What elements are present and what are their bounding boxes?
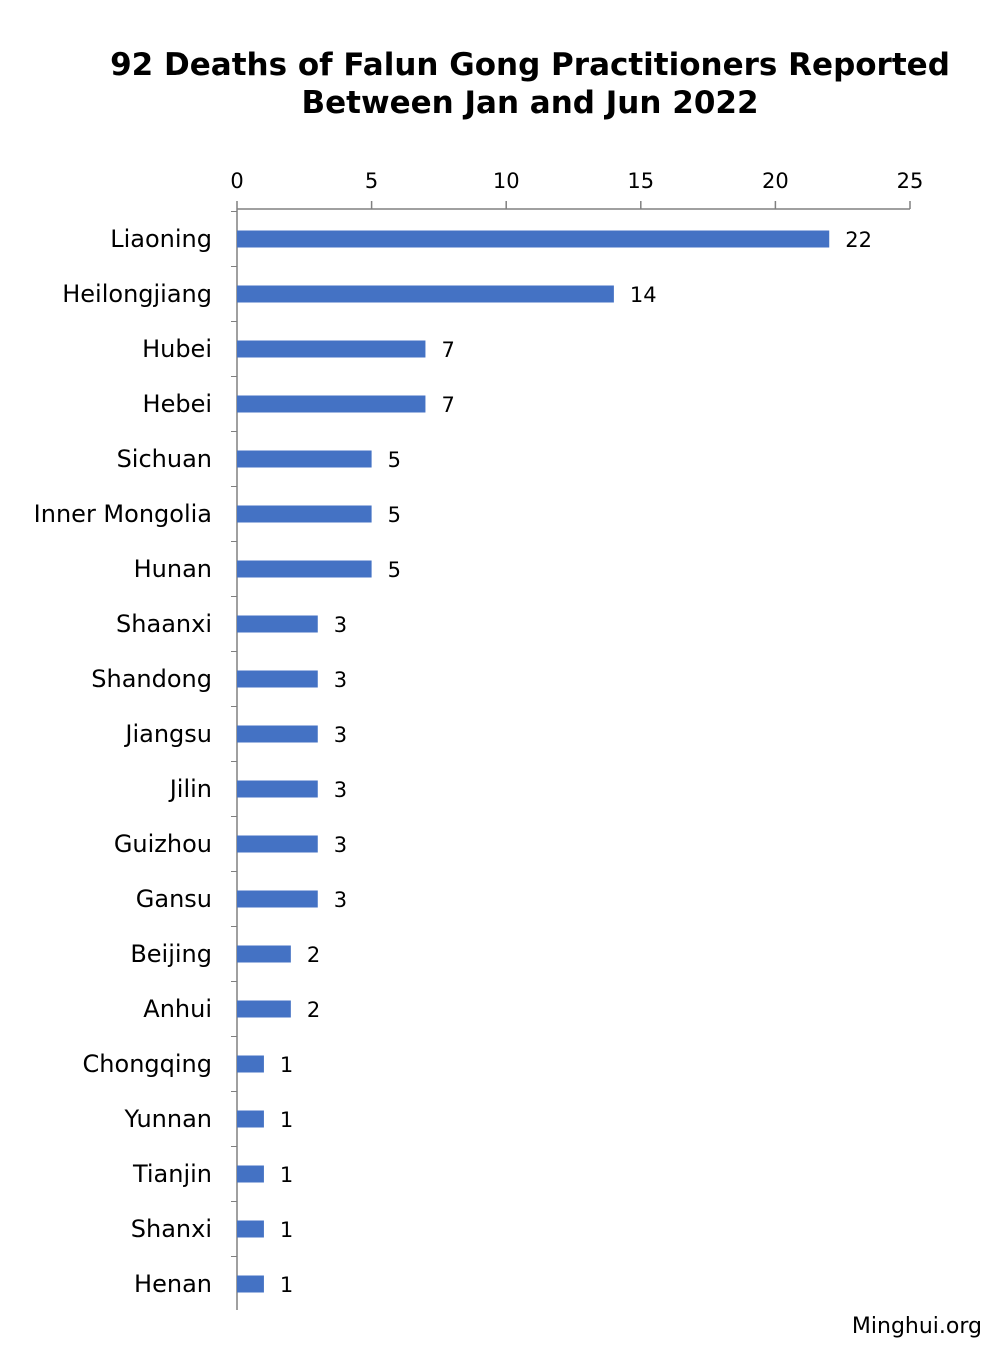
- category-label: Shaanxi: [116, 610, 212, 638]
- category-label: Hunan: [134, 555, 212, 583]
- value-label: 1: [280, 1163, 293, 1187]
- category-label: Gansu: [136, 885, 212, 913]
- value-label: 3: [334, 723, 347, 747]
- bar-shanxi: [237, 1220, 264, 1238]
- category-label: Beijing: [130, 940, 212, 968]
- bar-inner-mongolia: [237, 505, 372, 523]
- value-label: 1: [280, 1273, 293, 1297]
- value-label: 22: [845, 228, 872, 252]
- value-label: 5: [388, 558, 401, 582]
- bar-hubei: [237, 340, 426, 358]
- value-label: 7: [441, 338, 454, 362]
- bars-layer: [237, 230, 830, 1293]
- bar-beijing: [237, 945, 291, 963]
- category-label: Chongqing: [83, 1050, 212, 1078]
- category-label: Jiangsu: [123, 720, 212, 748]
- value-label: 14: [630, 283, 657, 307]
- x-tick-label: 25: [897, 169, 924, 193]
- value-label: 5: [388, 503, 401, 527]
- value-label: 3: [334, 778, 347, 802]
- x-tick-label: 5: [365, 169, 378, 193]
- bar-jilin: [237, 780, 318, 798]
- axis-layer: [231, 201, 911, 1310]
- value-label: 3: [334, 888, 347, 912]
- category-label: Inner Mongolia: [34, 500, 212, 528]
- bar-yunnan: [237, 1110, 264, 1128]
- chart-title-line-1: 92 Deaths of Falun Gong Practitioners Re…: [110, 47, 950, 83]
- chart-title-line-2: Between Jan and Jun 2022: [301, 85, 759, 121]
- value-label: 1: [280, 1108, 293, 1132]
- value-label: 2: [307, 998, 320, 1022]
- bar-jiangsu: [237, 725, 318, 743]
- category-label: Shanxi: [131, 1215, 212, 1243]
- value-label: 3: [334, 833, 347, 857]
- bar-shaanxi: [237, 615, 318, 633]
- source-credit: Minghui.org: [851, 1314, 982, 1339]
- x-tick-label: 20: [762, 169, 789, 193]
- category-label: Hubei: [142, 335, 212, 363]
- bar-tianjin: [237, 1165, 264, 1183]
- value-label: 2: [307, 943, 320, 967]
- value-label: 1: [280, 1218, 293, 1242]
- category-label: Liaoning: [110, 225, 212, 253]
- bar-liaoning: [237, 230, 830, 248]
- bar-chongqing: [237, 1055, 264, 1073]
- category-label: Shandong: [91, 665, 212, 693]
- chart-title: 92 Deaths of Falun Gong Practitioners Re…: [60, 46, 1000, 122]
- category-label: Jilin: [168, 775, 212, 803]
- x-tick-label: 15: [627, 169, 654, 193]
- bar-hebei: [237, 395, 426, 413]
- value-label: 5: [388, 448, 401, 472]
- value-label: 3: [334, 613, 347, 637]
- category-label: Anhui: [143, 995, 212, 1023]
- category-label: Guizhou: [114, 830, 212, 858]
- x-tick-label: 10: [493, 169, 520, 193]
- bar-gansu: [237, 890, 318, 908]
- value-label: 7: [441, 393, 454, 417]
- bar-heilongjiang: [237, 285, 614, 303]
- bar-guizhou: [237, 835, 318, 853]
- category-label: Tianjin: [132, 1160, 212, 1188]
- bar-hunan: [237, 560, 372, 578]
- category-label: Sichuan: [117, 445, 212, 473]
- category-label: Yunnan: [124, 1105, 212, 1133]
- x-tick-label: 0: [230, 169, 243, 193]
- bar-henan: [237, 1275, 264, 1293]
- bar-shandong: [237, 670, 318, 688]
- value-label: 3: [334, 668, 347, 692]
- bar-anhui: [237, 1000, 291, 1018]
- category-label: Henan: [134, 1270, 212, 1298]
- bar-sichuan: [237, 450, 372, 468]
- category-label: Hebei: [143, 390, 212, 418]
- category-label: Heilongjiang: [62, 280, 212, 308]
- value-label: 1: [280, 1053, 293, 1077]
